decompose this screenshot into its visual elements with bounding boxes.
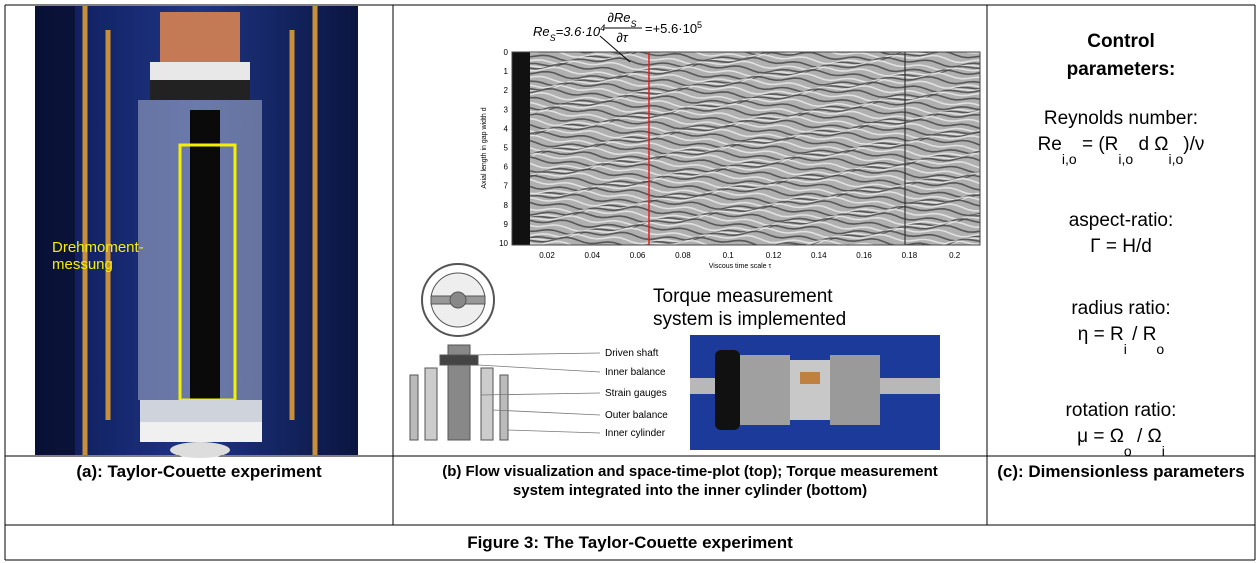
- x-tick-label: 0.08: [675, 251, 691, 260]
- y-tick-label: 8: [504, 201, 509, 210]
- photo-label: messung: [52, 256, 113, 273]
- math-text: =3.6·10: [556, 24, 601, 39]
- y-tick-label: 2: [504, 86, 509, 95]
- math-sub: i,o: [1118, 151, 1133, 167]
- x-tick-label: 0.1: [723, 251, 735, 260]
- math-text: ∂Re: [607, 10, 630, 25]
- torque-text: Torque measurement: [653, 286, 833, 307]
- diagram-label: Strain gauges: [605, 388, 667, 399]
- torque-text: system is implemented: [653, 309, 846, 330]
- math-text: Re: [533, 24, 550, 39]
- x-axis-label: Viscous time scale τ: [709, 263, 772, 270]
- x-tick-label: 0.12: [766, 251, 782, 260]
- x-tick-label: 0.16: [856, 251, 872, 260]
- derivative-denominator: ∂τ: [616, 30, 628, 45]
- math-sub: i: [1162, 443, 1165, 459]
- reynolds-annotation: ReS=3.6·104: [533, 23, 605, 43]
- math-text: = (R: [1077, 134, 1119, 155]
- math-text: =+5.6·10: [645, 21, 697, 36]
- figure-page: Drehmoment-messung ReS=3.6·104∂ReS∂τ =+5.6…: [0, 0, 1259, 563]
- math-text: / R: [1127, 324, 1157, 345]
- y-axis-label: Axial length in gap width d: [481, 107, 488, 188]
- panel-c: Control parameters: Reynolds number:Rei,…: [990, 28, 1252, 462]
- math-text: η = R: [1078, 324, 1124, 345]
- derivative-numerator: ∂ReS: [607, 10, 636, 29]
- math-sub: o: [1156, 341, 1164, 357]
- x-tick-label: 0.14: [811, 251, 827, 260]
- parameter-label: aspect-ratio:: [990, 210, 1252, 232]
- y-tick-label: 0: [504, 48, 509, 57]
- figure-title: Figure 3: The Taylor-Couette experiment: [6, 533, 1254, 552]
- math-sub: o: [1124, 443, 1132, 459]
- parameter-formula: Γ = H/d: [990, 236, 1252, 258]
- y-tick-label: 5: [504, 144, 509, 153]
- torque-photo: [690, 335, 940, 450]
- x-tick-label: 0.04: [585, 251, 601, 260]
- math-text: Γ = H/d: [1090, 236, 1152, 257]
- y-tick-label: 3: [504, 105, 509, 114]
- math-text: d Ω: [1133, 134, 1168, 155]
- math-text: μ = Ω: [1077, 426, 1124, 447]
- parameter-formula: η = Ri / Ro: [990, 324, 1252, 360]
- math-sub: i,o: [1062, 151, 1077, 167]
- parameter-label: rotation ratio:: [990, 400, 1252, 422]
- parameter-formula: μ = Ωo / Ωi: [990, 426, 1252, 462]
- math-sub: i,o: [1169, 151, 1184, 167]
- space-time-plot: [512, 36, 980, 250]
- y-tick-label: 4: [504, 124, 509, 133]
- diagram-label: Inner balance: [605, 367, 666, 378]
- x-tick-label: 0.06: [630, 251, 646, 260]
- derivative-rhs: =+5.6·105: [645, 20, 702, 36]
- diagram-label: Inner cylinder: [605, 428, 666, 439]
- y-tick-label: 1: [504, 67, 509, 76]
- y-tick-label: 9: [504, 220, 509, 229]
- parameter-label: radius ratio:: [990, 298, 1252, 320]
- x-tick-label: 0.02: [539, 251, 555, 260]
- parameter-formula: Rei,o = (Ri,o d Ωi,o)/ν: [990, 134, 1252, 170]
- caption-a: (a): Taylor-Couette experiment: [6, 462, 392, 481]
- parameter-label: Reynolds number:: [990, 108, 1252, 130]
- balance-diagram: [410, 264, 600, 440]
- x-tick-label: 0.18: [902, 251, 918, 260]
- x-tick-label: 0.2: [949, 251, 961, 260]
- y-tick-label: 6: [504, 163, 509, 172]
- y-tick-label: 10: [499, 239, 508, 248]
- math-text: ∂τ: [616, 30, 628, 45]
- math-text: )/ν: [1183, 134, 1204, 155]
- panel-c-title: Control parameters:: [1056, 28, 1186, 84]
- y-tick-label: 7: [504, 182, 509, 191]
- diagram-label: Driven shaft: [605, 348, 659, 359]
- diagram-label: Outer balance: [605, 410, 668, 421]
- math-text: / Ω: [1132, 426, 1162, 447]
- photo-label: Drehmoment-: [52, 239, 144, 256]
- experiment-photo: [35, 6, 358, 458]
- math-sup: 5: [697, 20, 702, 30]
- caption-c: (c): Dimensionless parameters: [988, 462, 1254, 481]
- math-text: Re: [1038, 134, 1062, 155]
- caption-b: (b) Flow visualization and space-time-pl…: [420, 462, 960, 500]
